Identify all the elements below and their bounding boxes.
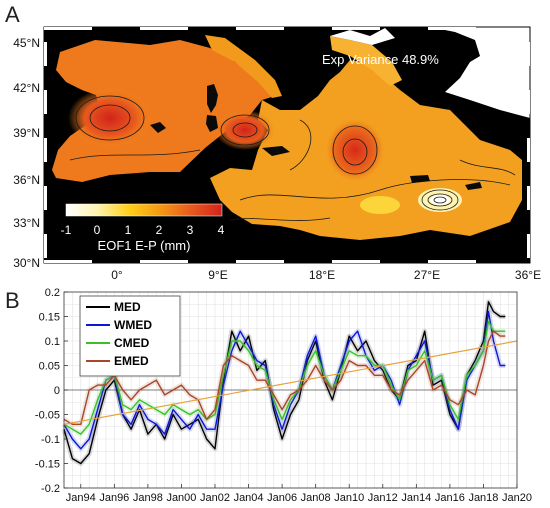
legend-label: CMED: [114, 336, 150, 350]
lon-tick: 9°E: [208, 268, 227, 282]
series-line-med: [63, 301, 506, 465]
x-tick-label: Jan12: [368, 492, 398, 504]
x-tick-label: Jan08: [301, 492, 331, 504]
legend-box: [79, 295, 181, 377]
trend-line: [63, 340, 518, 425]
lat-tick: 45°N: [13, 36, 40, 50]
colorbar-tick: 3: [187, 223, 194, 237]
x-tick-label: Jan16: [435, 492, 465, 504]
lon-tick: 0°: [111, 268, 123, 282]
x-axis: Jan94 Jan96 Jan98 Jan00 Jan02 Jan04 Jan06 Jan08…: [66, 484, 532, 504]
colorbar-tick: 4: [218, 223, 225, 237]
y-tick-label: -0.05: [35, 410, 60, 422]
map-panel: -1 0 1 2 3 4 EOF1 E-P (mm) Exp Variance …: [44, 27, 530, 263]
map-frame: [43, 26, 531, 264]
y-tick-label: -0.1: [41, 434, 60, 446]
x-tick-label: Jan00: [166, 492, 196, 504]
lon-tick: 27°E: [414, 268, 440, 282]
x-tick-label: Jan04: [234, 492, 264, 504]
x-tick-label: Jan98: [133, 492, 163, 504]
y-tick-label: 0.2: [45, 287, 60, 299]
variance-label: Exp Variance 48.9%: [322, 52, 439, 67]
series-line-emed: [63, 330, 506, 425]
y-tick-label: 0: [54, 385, 60, 397]
colorbar-tick: 0: [94, 223, 101, 237]
sea-field: [52, 35, 522, 240]
x-tick-label: Jan96: [99, 492, 129, 504]
x-tick-label: Jan10: [334, 492, 364, 504]
x-tick-label: Jan06: [267, 492, 297, 504]
colorbar: -1 0 1 2 3 4 EOF1 E-P (mm): [61, 203, 225, 253]
lat-tick: 39°N: [13, 126, 40, 140]
x-tick-label: Jan18: [468, 492, 498, 504]
lon-tick: 18°E: [309, 268, 335, 282]
time-series-chart: 0.20.150.10.050-0.05-0.1-0.15-0.2 Jan94 J…: [35, 287, 532, 504]
y-tick-label: 0.05: [39, 361, 60, 373]
colorbar-tick: 2: [156, 223, 163, 237]
legend-label: MED: [114, 300, 141, 314]
colorbar-label: EOF1 E-P (mm): [98, 238, 191, 253]
land-masses: [330, 27, 530, 118]
legend: MED WMED CMED EMED: [79, 295, 181, 377]
lon-labels: 0° 9°E 18°E 27°E 36°E: [111, 268, 541, 282]
y-tick-label: -0.15: [35, 459, 60, 471]
lat-labels: 45°N 42°N 39°N 36°N 33°N 30°N: [13, 36, 40, 270]
series-line-cmed: [63, 320, 506, 435]
colorbar-tick: 1: [125, 223, 132, 237]
y-axis: 0.2 0.15 0.1 0.05 0 -0.05 -0.1 -0.15 -0.2: [35, 287, 68, 495]
lat-tick: 33°N: [13, 216, 40, 230]
islands: [150, 84, 482, 190]
panel-a-letter: A: [5, 2, 20, 27]
panel-b-letter: B: [5, 288, 20, 313]
y-tick-label: 0.1: [45, 336, 60, 348]
legend-label: EMED: [114, 354, 149, 368]
legend-label: WMED: [114, 318, 152, 332]
colorbar-tick: -1: [61, 223, 72, 237]
x-tick-label: Jan14: [401, 492, 431, 504]
lat-tick: 36°N: [13, 173, 40, 187]
y-tick-label: 0.15: [39, 312, 60, 324]
x-tick-label: Jan20: [502, 492, 532, 504]
contour-lines: [69, 95, 516, 221]
lon-tick: 36°E: [515, 268, 541, 282]
x-tick-label: Jan94: [66, 492, 96, 504]
y-tick-label: -0.2: [41, 483, 60, 495]
series-lines: [61, 299, 518, 466]
lat-tick: 30°N: [13, 256, 40, 270]
x-tick-label: Jan02: [200, 492, 230, 504]
lat-tick: 42°N: [13, 81, 40, 95]
